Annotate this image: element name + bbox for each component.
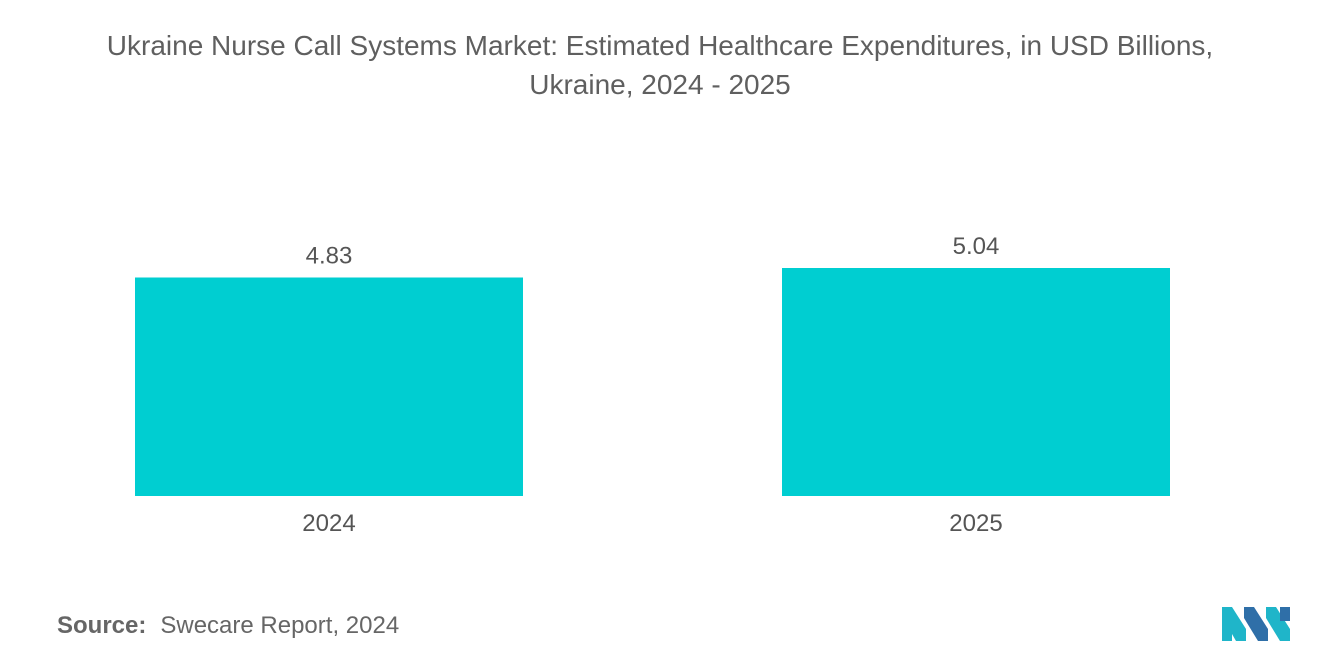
source-label: Source:	[57, 612, 147, 639]
chart-subtitle: Ukraine, 2024 - 2025	[529, 69, 791, 100]
mordor-intelligence-logo-icon	[1222, 607, 1290, 641]
bar-2025	[782, 268, 1170, 496]
logo-shape-mid	[1244, 607, 1268, 641]
x-tick-label-2025: 2025	[949, 510, 1002, 537]
source-note: Source: Swecare Report, 2024	[57, 612, 399, 640]
data-label-2024: 4.83	[306, 243, 353, 270]
data-label-2025: 5.04	[953, 233, 1000, 260]
x-tick-label-2024: 2024	[302, 510, 355, 537]
logo-shape-left	[1222, 607, 1246, 641]
source-text: Swecare Report, 2024	[160, 612, 400, 639]
logo-shape-right	[1266, 607, 1290, 641]
chart-title-block: Ukraine Nurse Call Systems Market: Estim…	[0, 26, 1320, 104]
chart-title: Ukraine Nurse Call Systems Market: Estim…	[106, 30, 1214, 61]
logo-bar-right	[1280, 607, 1290, 621]
bar-2024	[135, 277, 523, 496]
